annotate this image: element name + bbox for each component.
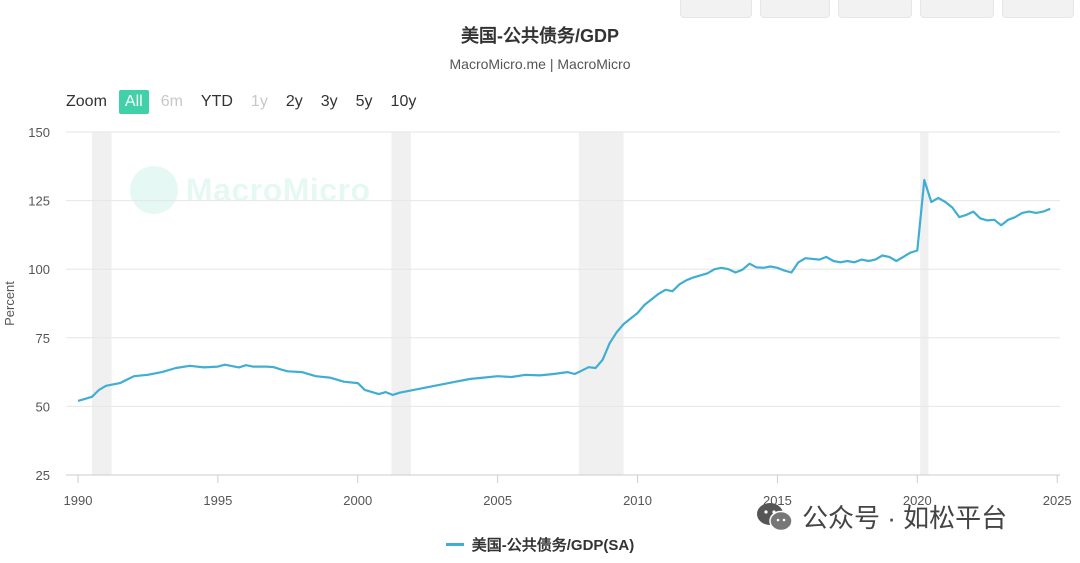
zoom-label: Zoom <box>66 93 107 110</box>
top-toolbar <box>680 0 1074 18</box>
wechat-watermark: 公众号 · 如松平台 <box>756 498 1007 535</box>
zoom-button-6m: 6m <box>160 93 183 110</box>
y-axis-label: Percent <box>2 281 17 326</box>
macromicro-watermark: MacroMicro <box>130 166 371 214</box>
recession-band-1 <box>391 132 411 475</box>
x-tick-label: 1990 <box>64 493 93 508</box>
zoom-button-2y[interactable]: 2y <box>285 93 303 110</box>
y-tick-label: 50 <box>36 399 50 414</box>
x-tick-label: 2000 <box>343 493 372 508</box>
y-tick-label: 125 <box>28 194 50 209</box>
y-tick-label: 100 <box>28 262 50 277</box>
legend[interactable]: 美国-公共债务/GDP(SA) <box>0 534 1080 555</box>
recession-band-3 <box>920 132 929 475</box>
macromicro-logo-icon <box>130 166 178 214</box>
x-tick-label: 1995 <box>203 493 232 508</box>
y-tick-label: 75 <box>36 331 50 346</box>
edit-button[interactable] <box>920 0 994 18</box>
zoom-button-all[interactable]: All <box>118 90 149 114</box>
insert-button[interactable] <box>838 0 912 18</box>
share-button[interactable] <box>680 0 752 18</box>
zoom-button-ytd[interactable]: YTD <box>200 93 233 110</box>
x-tick-label: 2010 <box>623 493 652 508</box>
chart-title: 美国-公共债务/GDP <box>460 26 619 46</box>
legend-label: 美国-公共债务/GDP(SA) <box>471 537 635 554</box>
series-line-0 <box>77 178 1051 402</box>
more-button[interactable] <box>1002 0 1074 18</box>
zoom-button-3y[interactable]: 3y <box>320 93 338 110</box>
y-tick-label: 150 <box>28 125 50 140</box>
recession-band-0 <box>91 132 112 475</box>
wechat-text: 公众号 · 如松平台 <box>802 503 1008 533</box>
save-button[interactable] <box>760 0 830 18</box>
x-tick-label: 2005 <box>483 493 512 508</box>
x-tick-label: 2020 <box>903 493 932 508</box>
x-tick-label: 2025 <box>1043 493 1072 508</box>
zoom-selector: Zoom All 6m YTD 1y 2y 3y 5y 10y <box>66 90 422 114</box>
zoom-button-5y[interactable]: 5y <box>355 93 373 110</box>
wechat-icon <box>757 502 793 531</box>
zoom-button-1y: 1y <box>250 93 268 110</box>
legend-swatch <box>445 543 464 546</box>
y-tick-label: 25 <box>36 468 50 483</box>
zoom-button-10y[interactable]: 10y <box>390 93 417 110</box>
chart-subtitle: MacroMicro.me | MacroMicro <box>449 56 631 72</box>
zoom-buttons: All 6m YTD 1y 2y 3y 5y 10y <box>118 90 422 114</box>
watermark-text: MacroMicro <box>186 171 371 208</box>
recession-band-2 <box>578 132 624 475</box>
